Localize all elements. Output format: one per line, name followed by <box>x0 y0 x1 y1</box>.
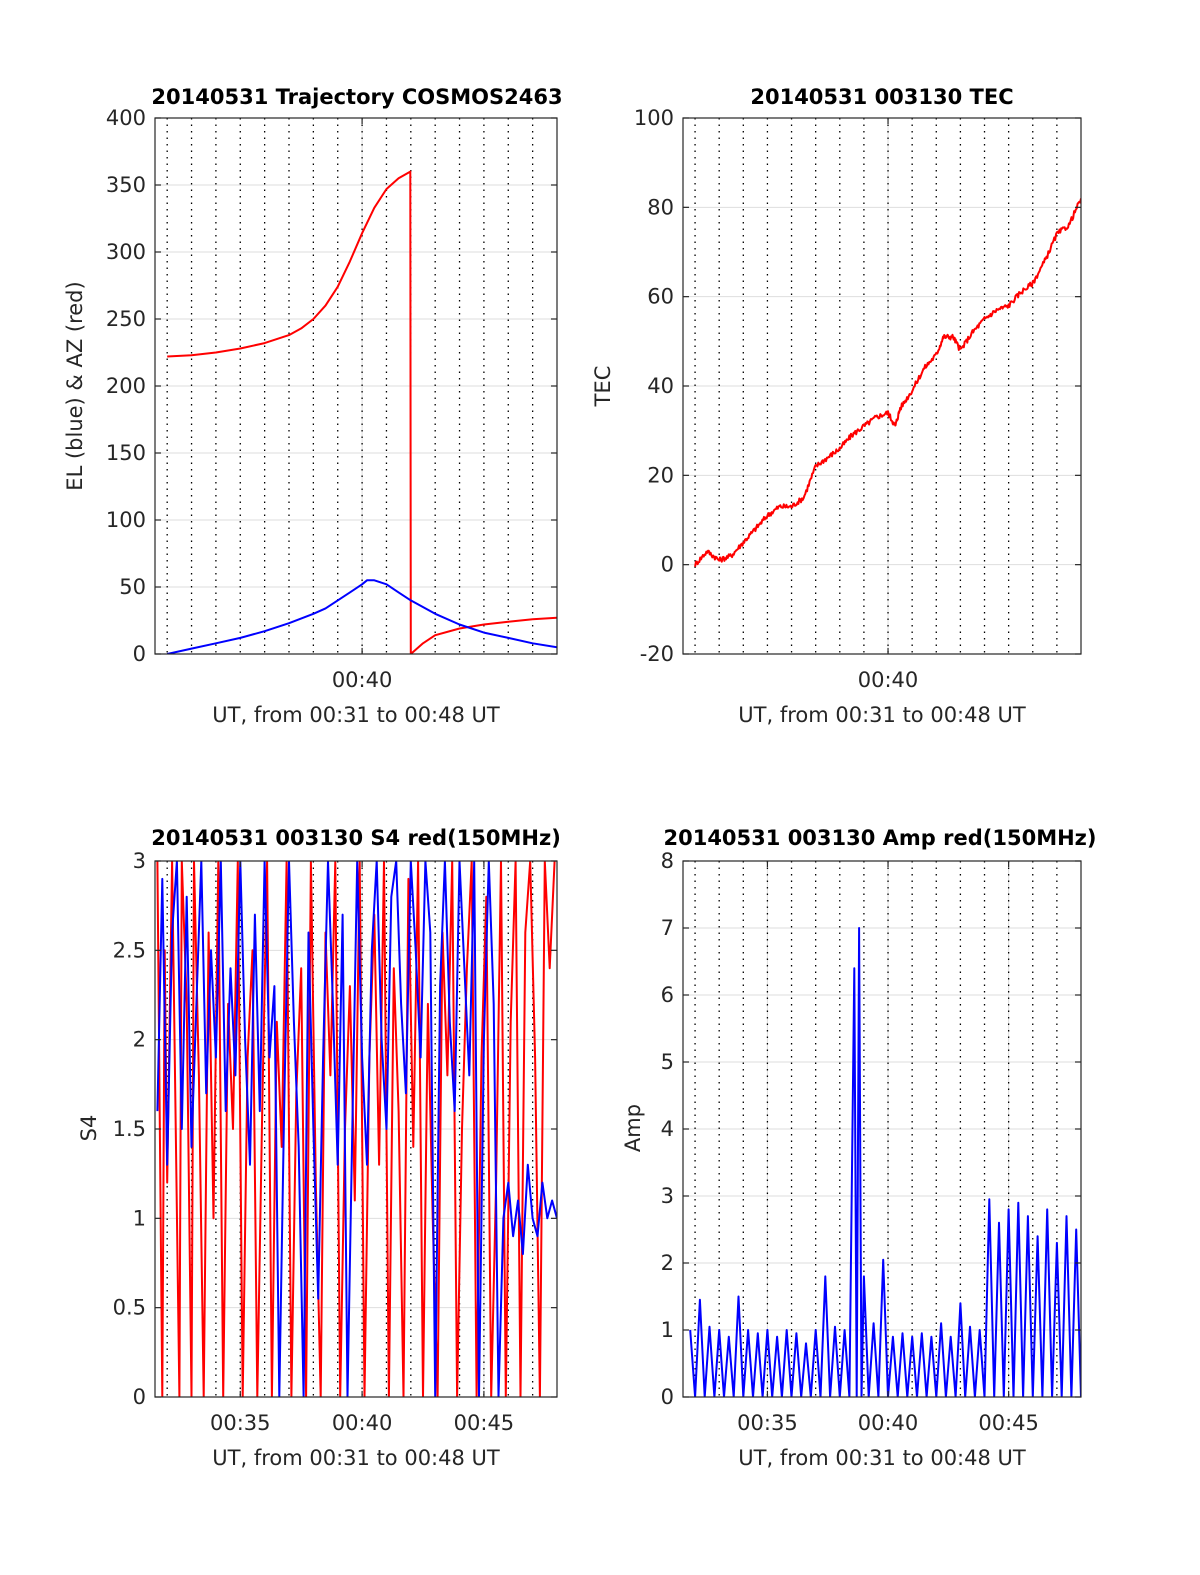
x-axis-label: UT, from 00:31 to 00:48 UT <box>212 1446 500 1470</box>
panel-tec: -20 0 20 40 60 80 100 00:40 20140531 003130 TEC… <box>591 85 1082 727</box>
y-tick-label: 0 <box>133 642 146 666</box>
y-tick-label: 0.5 <box>113 1296 146 1320</box>
y-axis-label: Amp <box>621 1104 645 1152</box>
y-axis-label: EL (blue) & AZ (red) <box>63 281 87 490</box>
x-tick-label: 00:40 <box>858 1411 919 1435</box>
series-line <box>694 198 1081 567</box>
y-tick-label: 3 <box>661 1184 674 1208</box>
y-axis-label: TEC <box>591 366 615 408</box>
chart-title: 20140531 Trajectory COSMOS2463 <box>151 85 562 109</box>
y-tick-label: 0 <box>133 1385 146 1409</box>
y-tick-label: 400 <box>106 106 146 130</box>
chart-title: 20140531 003130 Amp red(150MHz) <box>663 826 1096 850</box>
y-tick-label: 2 <box>661 1251 674 1275</box>
panel-amp: 0 1 2 3 4 5 6 7 8 00:35 00:40 00:45 20140531 003130… <box>621 826 1097 1470</box>
x-tick-label: 00:40 <box>332 668 393 692</box>
y-tick-label: 0 <box>661 553 674 577</box>
amp-plot-area: 0 1 2 3 4 5 6 7 8 00:35 00:40 00:45 <box>661 849 1082 1435</box>
x-tick-label: 00:35 <box>737 1411 798 1435</box>
y-tick-label: 50 <box>119 575 146 599</box>
y-tick-label: -20 <box>640 642 674 666</box>
x-tick-label: 00:40 <box>858 668 919 692</box>
panel-s4: 0 0.5 1 1.5 2 2.5 3 00:35 00:40 00:45 20140531 00… <box>77 826 561 1470</box>
y-tick-label: 20 <box>647 463 674 487</box>
y-tick-label: 0 <box>661 1385 674 1409</box>
y-tick-label: 7 <box>661 916 674 940</box>
y-tick-label: 2.5 <box>113 938 146 962</box>
trajectory-plot-area: 0 50 100 150 200 250 300 350 400 00:40 <box>106 106 558 692</box>
x-axis-label: UT, from 00:31 to 00:48 UT <box>212 703 500 727</box>
y-tick-label: 300 <box>106 240 146 264</box>
y-axis-label: S4 <box>77 1115 101 1142</box>
y-tick-label: 1 <box>661 1318 674 1342</box>
chart-title: 20140531 003130 TEC <box>750 85 1013 109</box>
y-tick-label: 200 <box>106 374 146 398</box>
series-line <box>156 861 557 1397</box>
y-tick-label: 100 <box>106 508 146 532</box>
x-tick-label: 00:40 <box>332 1411 393 1435</box>
y-tick-label: 350 <box>106 173 146 197</box>
s4-plot-area: 0 0.5 1 1.5 2 2.5 3 00:35 00:40 00:45 <box>113 849 558 1435</box>
y-tick-label: 5 <box>661 1050 674 1074</box>
panel-trajectory: 0 50 100 150 200 250 300 350 400 00:40 20140531 T… <box>63 85 563 727</box>
x-axis-label: UT, from 00:31 to 00:48 UT <box>738 1446 1026 1470</box>
y-tick-label: 1 <box>133 1206 146 1230</box>
y-tick-label: 40 <box>647 374 674 398</box>
tec-plot-area: -20 0 20 40 60 80 100 00:40 <box>634 106 1082 692</box>
y-tick-label: 8 <box>661 849 674 873</box>
chart-title: 20140531 003130 S4 red(150MHz) <box>151 826 561 850</box>
x-tick-label: 00:45 <box>454 1411 515 1435</box>
series-line <box>167 170 557 654</box>
y-tick-label: 100 <box>634 106 674 130</box>
y-tick-label: 60 <box>647 285 674 309</box>
x-tick-label: 00:35 <box>210 1411 271 1435</box>
series-line <box>166 579 557 654</box>
y-tick-label: 1.5 <box>113 1117 146 1141</box>
y-tick-label: 250 <box>106 307 146 331</box>
y-tick-label: 80 <box>647 195 674 219</box>
y-tick-label: 6 <box>661 983 674 1007</box>
x-tick-label: 00:45 <box>978 1411 1039 1435</box>
y-tick-label: 150 <box>106 441 146 465</box>
y-tick-label: 4 <box>661 1117 674 1141</box>
series-line <box>689 927 1081 1397</box>
y-tick-label: 2 <box>133 1028 146 1052</box>
y-tick-label: 3 <box>133 849 146 873</box>
x-axis-label: UT, from 00:31 to 00:48 UT <box>738 703 1026 727</box>
